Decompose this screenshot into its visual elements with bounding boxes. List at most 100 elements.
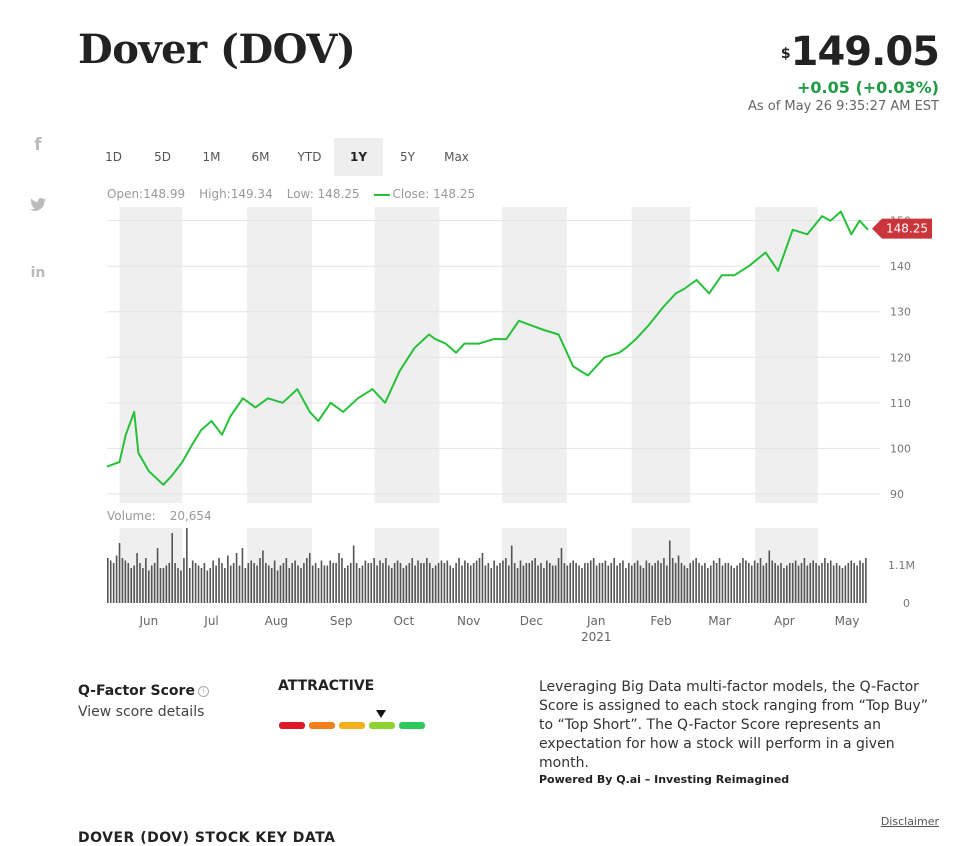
volume-bar: [516, 568, 519, 603]
volume-bar: [370, 563, 373, 603]
volume-bar: [145, 558, 147, 603]
volume-bar: [829, 560, 832, 603]
volume-bar: [393, 563, 396, 603]
x-tick-label: Apr: [774, 614, 795, 628]
range-tab-1y[interactable]: 1Y: [334, 138, 383, 176]
volume-bar: [285, 558, 288, 603]
volume-bar: [443, 563, 446, 603]
volume-bar: [625, 568, 627, 603]
volume-bar: [566, 565, 569, 603]
volume-bar: [472, 563, 475, 603]
volume-bar: [221, 563, 223, 603]
volume-bar: [464, 560, 466, 603]
volume-bar: [554, 565, 557, 603]
volume-bar: [449, 565, 452, 603]
qfactor-title: Q-Factor Score i: [78, 683, 209, 699]
volume-bar: [856, 565, 858, 603]
volume-bar: [276, 570, 279, 603]
volume-bar: [589, 560, 592, 603]
volume-bar: [794, 560, 797, 603]
open-value: Open:148.99: [107, 187, 186, 201]
range-tab-6m[interactable]: 6M: [251, 150, 270, 164]
volume-bar: [279, 565, 282, 603]
price-change: +0.05 (+0.03%): [797, 78, 939, 97]
close-price-line: [106, 210, 869, 486]
range-tab-1d[interactable]: 1D: [105, 150, 122, 164]
volume-value: 20,654: [169, 509, 212, 523]
price-month-band-4: [502, 207, 567, 503]
volume-bar: [326, 565, 329, 603]
range-tab-5d[interactable]: 5D: [154, 150, 171, 164]
volume-bar: [127, 563, 130, 603]
volume-bar: [347, 565, 349, 603]
volume-bar: [750, 565, 753, 603]
volume-bar: [335, 563, 337, 603]
twitter-icon[interactable]: [28, 198, 48, 216]
qfactor-scale: [279, 722, 425, 729]
volume-bar: [581, 568, 583, 603]
volume-bar: [821, 563, 823, 603]
volume-bar: [513, 563, 516, 603]
volume-bar: [294, 560, 296, 603]
price-chart[interactable]: 901001101201301401501.1M0148.25JunJulAug…: [0, 0, 959, 660]
range-tab-max[interactable]: Max: [444, 150, 469, 164]
volume-bar: [183, 558, 185, 603]
volume-bar: [390, 568, 393, 603]
volume-bar: [171, 533, 174, 603]
volume-bar: [411, 558, 414, 603]
volume-bar: [156, 548, 159, 603]
volume-bar: [241, 548, 244, 603]
range-tab-ytd[interactable]: YTD: [297, 150, 322, 164]
volume-bar: [660, 563, 662, 603]
x-tick-label: Dec: [520, 614, 543, 628]
volume-bar: [584, 563, 586, 603]
volume-label: Volume:: [107, 509, 156, 523]
price-month-band-3: [374, 207, 440, 503]
range-tab-5y[interactable]: 5Y: [400, 150, 415, 164]
volume-bar: [373, 558, 375, 603]
volume-bar: [601, 563, 604, 603]
current-price: $149.05: [748, 30, 940, 74]
volume-bar: [177, 568, 179, 603]
scale-segment-2: [309, 722, 335, 729]
volume-bar: [622, 560, 624, 603]
volume-bar: [832, 565, 835, 603]
volume-bar: [853, 563, 855, 603]
volume-bar: [475, 560, 478, 603]
volume-bar: [420, 563, 422, 603]
facebook-icon[interactable]: f: [34, 135, 42, 155]
volume-bar: [159, 568, 162, 603]
volume-bar: [229, 565, 232, 603]
volume-bar: [270, 568, 273, 603]
volume-bar: [736, 565, 738, 603]
volume-bar: [502, 560, 504, 603]
volume-bar: [376, 565, 378, 603]
volume-bar: [507, 565, 510, 603]
volume-bar: [557, 558, 560, 603]
range-tab-1m[interactable]: 1M: [202, 150, 221, 164]
volume-bar: [367, 563, 370, 603]
volume-bar: [774, 563, 776, 603]
volume-bar: [109, 560, 112, 603]
volume-bar: [355, 563, 358, 603]
info-icon[interactable]: i: [197, 685, 209, 697]
volume-bar: [663, 558, 665, 603]
disclaimer-link[interactable]: Disclaimer: [880, 815, 939, 828]
volume-bar: [414, 565, 416, 603]
volume-bar: [235, 553, 238, 603]
volume-bar: [607, 565, 610, 603]
high-value: High:149.34: [199, 187, 273, 201]
volume-bar: [259, 558, 261, 603]
volume-bar: [578, 565, 580, 603]
volume-bar: [648, 563, 651, 603]
volume-bar: [674, 563, 677, 603]
volume-bar: [645, 560, 648, 603]
volume-bar: [572, 560, 574, 603]
volume-bar: [563, 563, 566, 603]
volume-bar: [338, 553, 340, 603]
view-score-details-link[interactable]: View score details: [78, 704, 205, 720]
volume-bar: [657, 560, 659, 603]
linkedin-icon[interactable]: in: [30, 265, 46, 281]
volume-bar: [534, 558, 536, 603]
volume-bar: [329, 560, 332, 603]
